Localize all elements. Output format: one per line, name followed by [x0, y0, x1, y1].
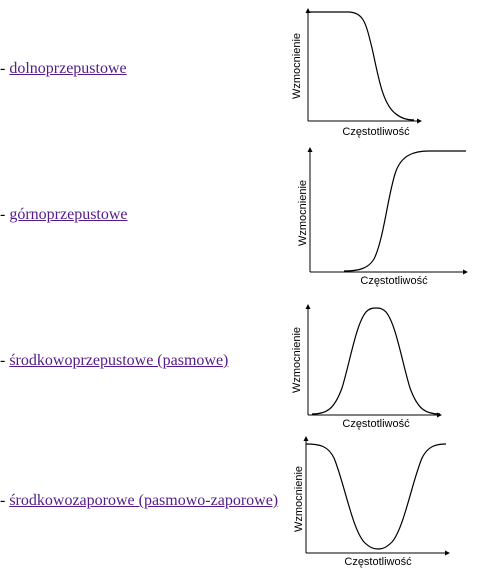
bandpass-y-arrow: [305, 304, 311, 309]
bandpass-x-arrow: [437, 412, 442, 418]
highpass-xlabel: Częstotliwość: [360, 275, 428, 287]
highpass-ylabel: Wzmocnienie: [297, 180, 309, 246]
filter-item-lowpass: - dolnoprzepustowe: [0, 60, 127, 78]
lowpass-ylabel: Wzmocnienie: [291, 33, 303, 99]
bandpass-xlabel: Częstotliwość: [342, 418, 410, 430]
lowpass-curve: [310, 11, 415, 121]
bandstop-plot: Wzmocnienie Częstotliwość: [293, 436, 450, 568]
bandpass-ylabel: Wzmocnienie: [291, 327, 303, 393]
bandstop-link[interactable]: środkowozaporowe (pasmowo-zaporowe): [9, 492, 279, 509]
lowpass-x-arrow: [417, 118, 422, 124]
highpass-link[interactable]: górnoprzepustowe: [9, 206, 128, 223]
lowpass-xlabel: Częstotliwość: [342, 126, 410, 138]
bandstop-xlabel: Częstotliwość: [344, 556, 412, 568]
bandpass-link[interactable]: środkowoprzepustowe (pasmowe): [9, 352, 229, 369]
highpass-y-arrow: [307, 147, 313, 152]
bandstop-y-arrow: [303, 436, 309, 441]
filter-item-highpass: - górnoprzepustowe: [0, 206, 128, 224]
list-dash: -: [0, 352, 10, 369]
highpass-plot: Wzmocnienie Częstotliwość: [297, 147, 468, 287]
filter-item-bandpass: - środkowoprzepustowe (pasmowe): [0, 352, 228, 370]
lowpass-y-arrow: [305, 8, 311, 13]
bandstop-curve: [305, 443, 447, 550]
bandpass-curve: [311, 307, 441, 415]
list-dash: -: [0, 492, 10, 509]
lowpass-plot: Wzmocnienie Częstotliwość: [291, 8, 422, 138]
filter-item-bandstop: - środkowozaporowe (pasmowo-zaporowe): [0, 492, 278, 510]
lowpass-link[interactable]: dolnoprzepustowe: [9, 60, 127, 77]
bandpass-plot: Wzmocnienie Częstotliwość: [291, 304, 442, 430]
list-dash: -: [0, 60, 10, 77]
highpass-curve: [343, 150, 466, 272]
list-dash: -: [0, 206, 10, 223]
highpass-x-arrow: [463, 269, 468, 275]
bandstop-x-arrow: [445, 550, 450, 556]
bandstop-ylabel: Wzmocnienie: [293, 466, 305, 532]
